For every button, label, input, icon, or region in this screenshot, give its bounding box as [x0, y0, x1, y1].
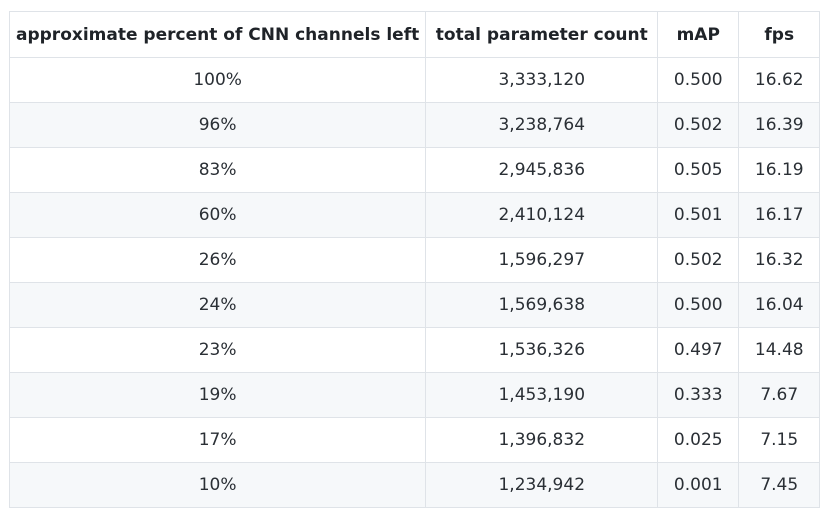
cell-parameter-count: 1,596,297: [425, 237, 659, 283]
results-table: approximate percent of CNN channels left…: [8, 11, 821, 508]
cell-fps: 16.17: [738, 192, 821, 238]
cell-channels-left: 17%: [8, 417, 427, 463]
table-row: 19% 1,453,190 0.333 7.67: [8, 372, 821, 418]
header-map: mAP: [657, 11, 740, 58]
cell-channels-left: 24%: [8, 282, 427, 328]
cell-fps: 16.19: [738, 147, 821, 193]
header-fps: fps: [738, 11, 821, 58]
cell-parameter-count: 1,536,326: [425, 327, 659, 373]
table-body: 100% 3,333,120 0.500 16.62 96% 3,238,764…: [8, 57, 821, 508]
cell-channels-left: 26%: [8, 237, 427, 283]
table-row: 24% 1,569,638 0.500 16.04: [8, 282, 821, 328]
cell-parameter-count: 1,453,190: [425, 372, 659, 418]
cell-map: 0.500: [657, 282, 740, 328]
cell-map: 0.500: [657, 57, 740, 103]
header-channels-left: approximate percent of CNN channels left: [8, 11, 427, 58]
cell-channels-left: 23%: [8, 327, 427, 373]
table-row: 60% 2,410,124 0.501 16.17: [8, 192, 821, 238]
cell-channels-left: 83%: [8, 147, 427, 193]
cell-parameter-count: 3,333,120: [425, 57, 659, 103]
header-parameter-count: total parameter count: [425, 11, 659, 58]
cell-map: 0.502: [657, 102, 740, 148]
cell-parameter-count: 2,410,124: [425, 192, 659, 238]
cell-parameter-count: 1,569,638: [425, 282, 659, 328]
cell-channels-left: 19%: [8, 372, 427, 418]
cell-map: 0.501: [657, 192, 740, 238]
cell-parameter-count: 1,396,832: [425, 417, 659, 463]
cell-map: 0.505: [657, 147, 740, 193]
table-row: 26% 1,596,297 0.502 16.32: [8, 237, 821, 283]
cell-channels-left: 60%: [8, 192, 427, 238]
cell-fps: 16.39: [738, 102, 821, 148]
cell-channels-left: 96%: [8, 102, 427, 148]
cell-channels-left: 10%: [8, 462, 427, 508]
cell-fps: 16.04: [738, 282, 821, 328]
table-row: 100% 3,333,120 0.500 16.62: [8, 57, 821, 103]
cell-channels-left: 100%: [8, 57, 427, 103]
cell-fps: 16.62: [738, 57, 821, 103]
table-container: approximate percent of CNN channels left…: [8, 11, 821, 508]
table-row: 96% 3,238,764 0.502 16.39: [8, 102, 821, 148]
cell-fps: 7.67: [738, 372, 821, 418]
table-row: 83% 2,945,836 0.505 16.19: [8, 147, 821, 193]
cell-map: 0.001: [657, 462, 740, 508]
table-row: 23% 1,536,326 0.497 14.48: [8, 327, 821, 373]
cell-fps: 7.45: [738, 462, 821, 508]
header-row: approximate percent of CNN channels left…: [8, 11, 821, 58]
cell-fps: 7.15: [738, 417, 821, 463]
cell-fps: 16.32: [738, 237, 821, 283]
cell-fps: 14.48: [738, 327, 821, 373]
table-row: 17% 1,396,832 0.025 7.15: [8, 417, 821, 463]
cell-parameter-count: 3,238,764: [425, 102, 659, 148]
cell-map: 0.502: [657, 237, 740, 283]
cell-parameter-count: 1,234,942: [425, 462, 659, 508]
table-row: 10% 1,234,942 0.001 7.45: [8, 462, 821, 508]
cell-map: 0.497: [657, 327, 740, 373]
cell-map: 0.333: [657, 372, 740, 418]
cell-parameter-count: 2,945,836: [425, 147, 659, 193]
cell-map: 0.025: [657, 417, 740, 463]
table-header: approximate percent of CNN channels left…: [8, 11, 821, 58]
